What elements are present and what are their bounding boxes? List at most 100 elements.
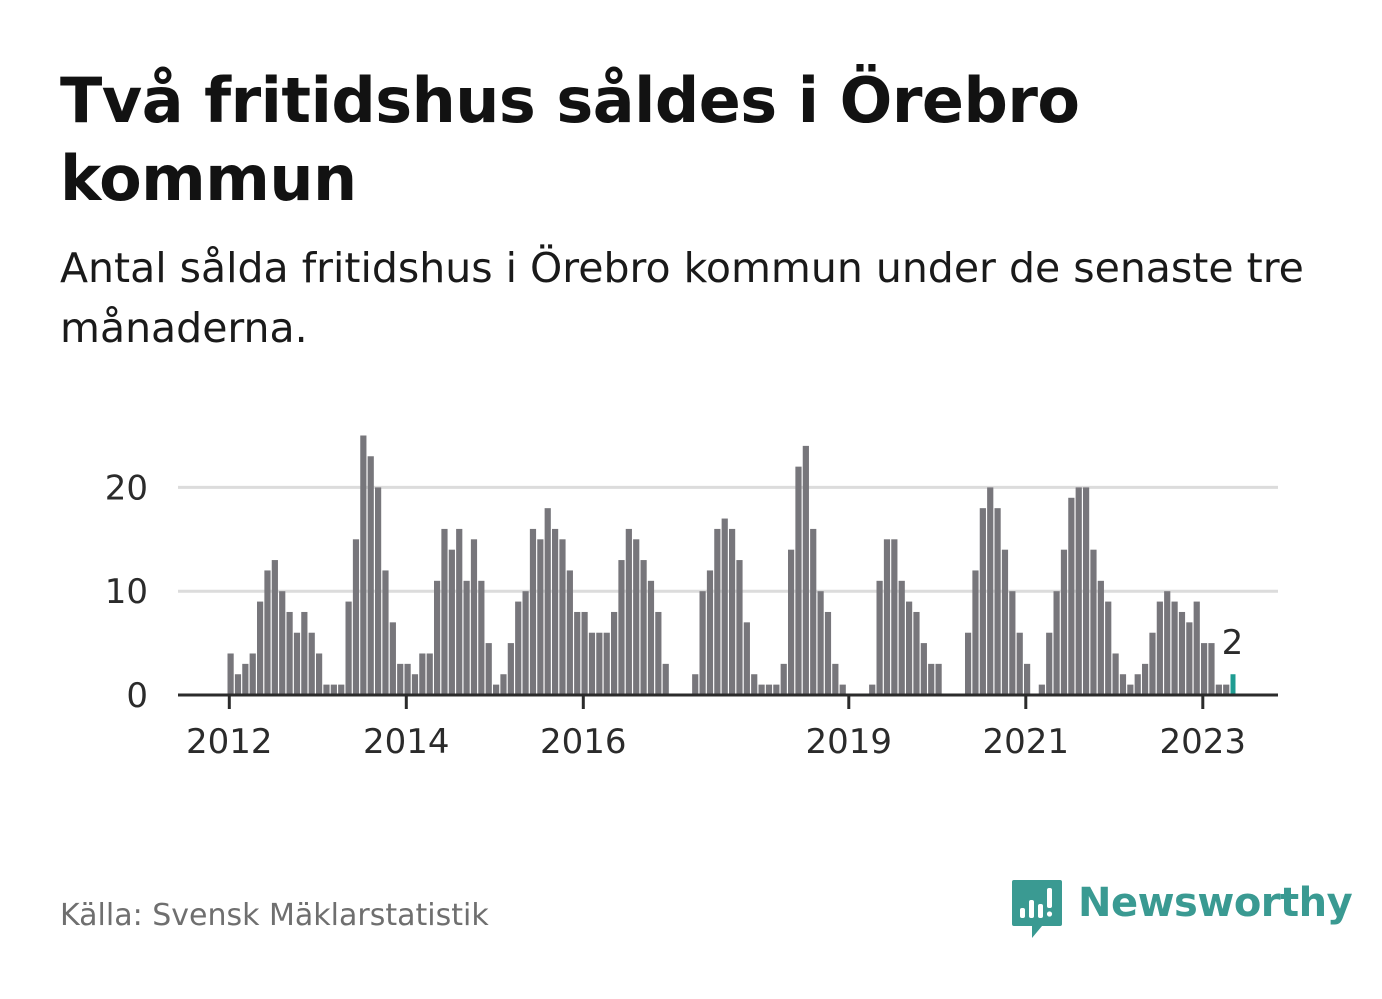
bar: [434, 580, 441, 695]
bar: [869, 684, 876, 695]
bar: [1201, 643, 1208, 695]
bar: [618, 560, 625, 695]
bar: [1178, 611, 1186, 695]
bar: [581, 611, 588, 695]
bar: [338, 684, 345, 695]
bar: [692, 674, 699, 695]
bar: [507, 643, 514, 695]
bar: [308, 632, 315, 695]
bar: [419, 653, 426, 695]
bar: [788, 549, 795, 695]
bar: [773, 684, 780, 695]
bar: [382, 570, 389, 695]
x-tick-label: 2012: [186, 722, 273, 762]
x-tick-label: 2019: [806, 722, 893, 762]
bar: [1097, 580, 1104, 695]
bar: [1112, 653, 1119, 695]
bar: [928, 663, 935, 695]
bar: [1215, 684, 1222, 695]
bar: [552, 528, 559, 695]
bar: [478, 580, 485, 695]
bar: [1223, 684, 1230, 695]
bar: [1164, 591, 1171, 695]
bar: [1171, 601, 1178, 695]
bar: [404, 663, 411, 695]
bar: [979, 508, 986, 695]
bar: [271, 560, 278, 695]
bar: [647, 580, 655, 695]
bar: [522, 591, 529, 695]
bar: [751, 674, 758, 695]
bar: [249, 653, 256, 695]
bar: [448, 549, 455, 695]
bar: [883, 539, 891, 695]
bar: [729, 528, 736, 695]
bar: [426, 653, 433, 695]
x-tick-label: 2023: [1160, 722, 1247, 762]
bar: [242, 663, 249, 695]
bar: [1038, 684, 1045, 695]
bar: [441, 528, 448, 695]
bar: [1134, 674, 1141, 695]
bar: [574, 611, 581, 695]
bar: [743, 622, 750, 695]
x-tick-label: 2016: [540, 722, 627, 762]
bar: [1046, 632, 1053, 695]
bar: [987, 487, 994, 695]
bar: [876, 580, 883, 695]
bar: [257, 601, 264, 695]
bar: [1068, 497, 1075, 695]
bar: [397, 663, 404, 695]
brand-name: Newsworthy: [1078, 880, 1353, 926]
bar: [994, 508, 1001, 695]
bar: [537, 539, 544, 695]
bar: [1075, 487, 1082, 695]
x-axis-ticks: 2012 2014 2016 2019 2021 2023: [186, 695, 1246, 762]
annotations: 2: [1222, 623, 1244, 663]
y-axis-labels: 0 10 20: [105, 468, 148, 716]
bar-chart: 0 10 20 2012 2014 2016 2019 2021 2023 2: [105, 435, 1278, 762]
x-tick-label: 2021: [983, 722, 1070, 762]
bar: [389, 622, 396, 695]
bar: [633, 539, 640, 695]
bar: [293, 632, 301, 695]
x-tick-label: 2014: [363, 722, 450, 762]
brand-logo: Newsworthy: [1010, 878, 1353, 940]
bar: [500, 674, 507, 695]
bar: [780, 663, 787, 695]
bar: [625, 528, 632, 695]
bar: [611, 611, 618, 695]
chart-subtitle: Antal sålda fritidshus i Örebro kommun u…: [60, 244, 1304, 352]
bar: [699, 591, 706, 695]
bar: [566, 570, 573, 695]
bar: [714, 528, 721, 695]
bar: [795, 466, 802, 695]
bar: [470, 539, 478, 695]
newsworthy-bar-chart-icon: [1012, 880, 1062, 938]
bar: [765, 684, 773, 695]
bar: [1105, 601, 1112, 695]
y-tick-label: 0: [126, 676, 148, 716]
bar: [1142, 663, 1149, 695]
bar: [662, 663, 669, 695]
bar: [824, 611, 832, 695]
bar: [1090, 549, 1097, 695]
bar: [736, 560, 743, 695]
bar: [1156, 601, 1163, 695]
bar: [301, 611, 308, 695]
bar: [906, 601, 913, 695]
bar: [972, 570, 979, 695]
bar: [1060, 549, 1068, 695]
bar: [802, 445, 809, 695]
bar: [640, 560, 647, 695]
bar: [1193, 601, 1200, 695]
bar: [817, 591, 824, 695]
last-value-label: 2: [1222, 623, 1244, 663]
bar: [1001, 549, 1009, 695]
bar: [596, 632, 603, 695]
bar: [758, 684, 765, 695]
bar: [588, 632, 596, 695]
bar: [832, 663, 839, 695]
bar: [655, 611, 662, 695]
bar: [456, 528, 463, 695]
